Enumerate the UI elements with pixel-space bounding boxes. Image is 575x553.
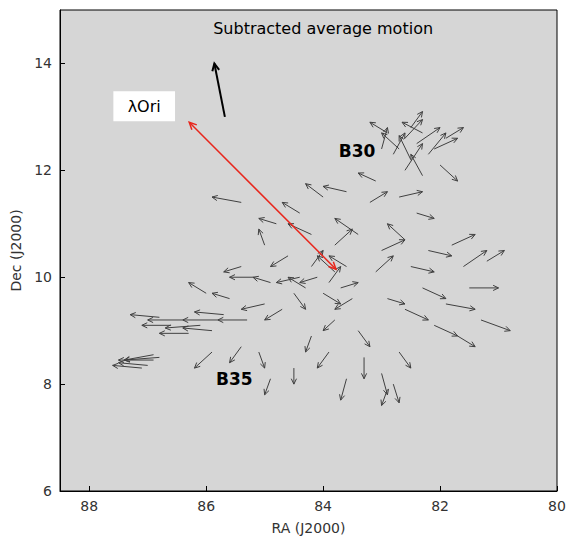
svg-text:λOri: λOri — [128, 97, 161, 116]
svg-text:80: 80 — [548, 498, 566, 514]
svg-text:10: 10 — [34, 269, 52, 285]
svg-text:Subtracted average motion: Subtracted average motion — [213, 19, 433, 38]
svg-text:84: 84 — [314, 498, 332, 514]
svg-text:88: 88 — [80, 498, 98, 514]
svg-text:6: 6 — [43, 483, 52, 499]
svg-text:12: 12 — [34, 162, 52, 178]
svg-text:14: 14 — [34, 55, 52, 71]
svg-text:RA (J2000): RA (J2000) — [272, 520, 346, 536]
svg-text:8: 8 — [43, 376, 52, 392]
svg-text:82: 82 — [431, 498, 449, 514]
svg-text:86: 86 — [197, 498, 215, 514]
svg-text:Dec (J2000): Dec (J2000) — [8, 209, 24, 291]
svg-text:B35: B35 — [216, 369, 253, 389]
svg-text:B30: B30 — [339, 141, 376, 161]
